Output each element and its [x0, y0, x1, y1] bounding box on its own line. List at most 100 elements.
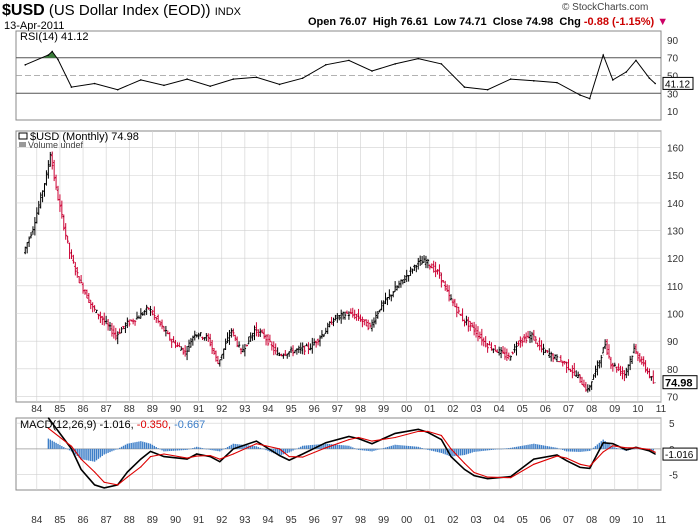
macd-histogram-bar [292, 448, 294, 451]
macd-histogram-bar [506, 448, 508, 449]
macd-signal-line-point [487, 476, 489, 478]
macd-histogram-bar [61, 446, 63, 449]
macd-line-point [80, 468, 82, 471]
macd-histogram-bar [581, 448, 583, 452]
x-tick-label-mid: 95 [286, 404, 298, 415]
price-point [334, 318, 337, 320]
rsi-point [163, 84, 165, 87]
macd-histogram-bar [533, 443, 535, 449]
macd-histogram-bar [155, 447, 157, 449]
x-tick-label-bottom: 92 [216, 515, 228, 526]
macd-histogram-bar [134, 442, 136, 449]
grid-lines [16, 57, 662, 490]
macd-histogram-bar [103, 448, 105, 455]
macd-signal-line-point [510, 477, 512, 479]
macd-histogram-bar [186, 448, 188, 450]
macd-signal-line-point [288, 455, 290, 458]
macd-line-point [579, 466, 581, 468]
macd-histogram-bar [361, 448, 364, 451]
macd-line-point [487, 478, 489, 480]
price-point [371, 326, 373, 328]
price-point [602, 354, 604, 356]
macd-histogram-bar [267, 448, 269, 451]
macd-histogram-bar [650, 448, 653, 451]
x-tick-label-bottom: 85 [54, 515, 66, 526]
macd-histogram-bar [138, 441, 140, 449]
rsi-point [116, 88, 119, 91]
macd-histogram-bar [325, 443, 327, 449]
x-tick-label-mid: 08 [586, 404, 598, 415]
macd-histogram-bar [348, 445, 350, 449]
x-tick-label-mid: 91 [193, 404, 205, 415]
macd-histogram-bar [525, 445, 527, 449]
macd-histogram-bar [95, 448, 98, 461]
price-point [140, 315, 142, 317]
price-point [533, 335, 535, 337]
macd-signal-line-point [186, 457, 188, 459]
price-point [394, 290, 396, 292]
macd-histogram-bar [307, 445, 310, 449]
rsi-point [140, 79, 142, 81]
macd-histogram-bar [211, 448, 213, 451]
macd-histogram-bar [82, 448, 84, 460]
x-tick-label-bottom: 02 [447, 515, 459, 526]
price-y-tick-label: 130 [667, 227, 684, 238]
x-tick-label-mid: 92 [216, 404, 228, 415]
price-point [496, 348, 498, 351]
x-tick-label-mid: 11 [656, 404, 667, 415]
price-point [404, 279, 406, 281]
macd-signal-line-point [302, 456, 304, 458]
macd-histogram-bar [562, 448, 564, 450]
macd-label-part: MACD(12,26,9) [20, 419, 96, 431]
macd-signal-line-point [255, 443, 258, 445]
macd-histogram-bar [167, 448, 169, 452]
price-y-tick-label: 110 [667, 282, 683, 293]
macd-histogram-bar [120, 446, 123, 449]
macd-histogram-bar [194, 447, 196, 449]
rsi-point [47, 54, 50, 56]
macd-histogram-bar [394, 444, 396, 449]
macd-histogram-bar [429, 448, 431, 451]
macd-histogram-bar [284, 448, 287, 454]
macd-histogram-bar [471, 448, 473, 453]
macd-histogram-bar [554, 447, 556, 449]
macd-histogram-bar [217, 448, 219, 452]
macd-line-point [288, 459, 290, 461]
macd-histogram-bar [614, 447, 616, 449]
macd-histogram-bar [548, 446, 550, 449]
rsi-point [625, 71, 628, 73]
macd-histogram-bar [483, 448, 485, 451]
macd-histogram-bar [442, 448, 445, 454]
macd-histogram-bar [365, 448, 367, 451]
macd-signal-line-point [450, 448, 452, 450]
macd-signal-line-point [394, 436, 396, 439]
macd-histogram-bar [375, 448, 377, 451]
macd-signal-line-point [232, 453, 234, 455]
macd-histogram-bar [556, 447, 558, 449]
chg-value: -0.88 (-1.15%) [583, 16, 655, 28]
x-tick-label-mid: 84 [31, 404, 43, 415]
macd-histogram-bar [242, 444, 244, 449]
macd-signal-line-point [625, 447, 627, 449]
volume-label: Volume undef [28, 140, 84, 150]
macd-histogram-bar [459, 448, 462, 456]
price-point [427, 260, 429, 262]
macd-histogram-bar [51, 440, 53, 449]
low-label: Low [434, 16, 457, 28]
price-point [625, 373, 627, 375]
macd-histogram-bar [276, 448, 279, 455]
macd-label-part: -0.350, [134, 419, 171, 431]
macd-histogram-bar [157, 448, 159, 449]
macd-histogram-bar [90, 448, 92, 461]
macd-histogram-bar [461, 448, 464, 456]
macd-line-point [427, 431, 429, 433]
price-point [57, 188, 59, 190]
macd-histogram-bar [633, 448, 635, 450]
rsi-point [324, 64, 327, 66]
macd-histogram-bar [432, 448, 435, 452]
macd-histogram-bar [132, 442, 134, 449]
macd-histogram-bar [236, 444, 238, 449]
open-label: Open [308, 16, 337, 28]
macd-histogram-bar [57, 443, 59, 449]
macd-line-point [602, 442, 604, 444]
